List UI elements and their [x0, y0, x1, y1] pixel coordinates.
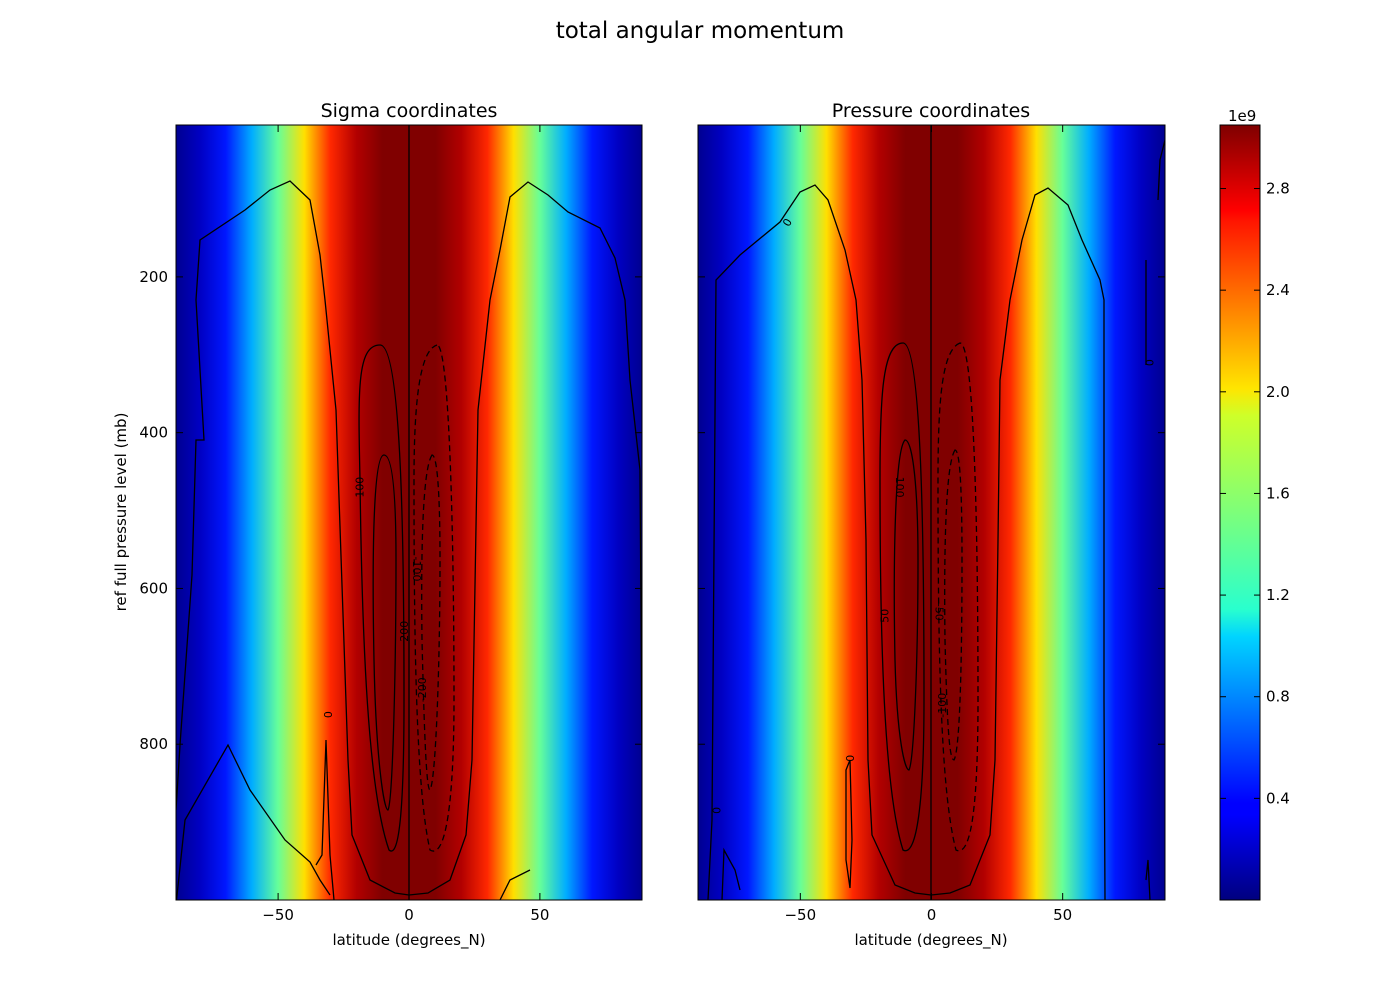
- contour-line: [176, 180, 410, 896]
- contour-label: 0: [710, 807, 723, 814]
- y-tick-label: 600: [139, 579, 168, 597]
- contour-label: 100: [353, 477, 366, 498]
- colorbar-tick-label: 0.8: [1266, 688, 1290, 706]
- x-tick-label: −50: [262, 906, 294, 924]
- contour-labels-sigma: 0 100 200 -100 -200: [321, 477, 429, 718]
- x-tick-label: 0: [927, 906, 937, 924]
- contour-line: [408, 181, 642, 896]
- contour-line: [944, 449, 963, 761]
- y-tick-label: 400: [139, 424, 168, 442]
- x-axis-label-sigma: latitude (degrees_N): [332, 931, 485, 950]
- figure-title: total angular momentum: [556, 18, 845, 44]
- contour-line: [845, 759, 853, 889]
- colorbar: 1e9 0.4 0.8 1.2 1.6 2.0 2.4 2.8: [1219, 107, 1290, 901]
- contour-label: -50: [932, 603, 945, 621]
- colorbar-tick-label: 2.0: [1266, 383, 1290, 401]
- colorbar-tick-label: 0.4: [1266, 789, 1290, 807]
- contour-line: [499, 869, 531, 900]
- contour-line: [315, 739, 335, 900]
- contour-label: -200: [416, 677, 429, 702]
- colorbar-tick-label: 1.6: [1266, 484, 1290, 502]
- contour-label: -100: [936, 693, 949, 718]
- contour-line: [879, 342, 925, 852]
- contour-line: [372, 454, 397, 811]
- colorbar-tick-label: 2.4: [1266, 281, 1290, 299]
- contour-line: [721, 847, 741, 900]
- contour-label: 100: [893, 477, 906, 498]
- contour-line: [358, 344, 405, 852]
- contour-label: 0: [844, 755, 857, 762]
- contour-label: -100: [410, 556, 423, 581]
- x-axis-label-pressure: latitude (degrees_N): [854, 931, 1007, 950]
- y-tick-label: 200: [139, 268, 168, 286]
- colorbar-offset-label: 1e9: [1228, 107, 1256, 125]
- y-ticks-sigma: 200 400 600 800: [139, 268, 642, 753]
- panel-sigma: Sigma coordinates −50 0 50 200 400 600 800 0 1…: [112, 100, 643, 950]
- x-tick-label: 50: [1053, 906, 1072, 924]
- contour-line: [937, 342, 979, 852]
- x-tick-label: −50: [784, 906, 816, 924]
- contour-line: [1145, 859, 1151, 900]
- y-tick-label: 800: [139, 735, 168, 753]
- contour-label: 0: [1143, 359, 1156, 366]
- colorbar-gradient: [1219, 124, 1261, 901]
- contours-pressure: [707, 125, 1165, 900]
- contour-line: [707, 184, 932, 900]
- x-ticks-sigma: −50 0 50: [262, 125, 549, 924]
- x-tick-label: 50: [530, 906, 549, 924]
- colorbar-ticks: 0.4 0.8 1.2 1.6 2.0 2.4 2.8: [1220, 180, 1290, 807]
- contour-line: [176, 743, 331, 900]
- contours-sigma: [176, 125, 642, 900]
- colorbar-tick-label: 2.8: [1266, 180, 1290, 198]
- panel-title-sigma: Sigma coordinates: [321, 100, 498, 122]
- x-tick-label: 0: [404, 906, 414, 924]
- contour-label: 50: [878, 609, 891, 623]
- contour-line: [1157, 139, 1165, 201]
- colorbar-tick-label: 1.2: [1266, 586, 1290, 604]
- y-axis-label: ref full pressure level (mb): [112, 413, 130, 612]
- panel-pressure: Pressure coordinates −50 0 50 0 100 50 -50 -10…: [697, 100, 1166, 950]
- contour-label: 200: [398, 621, 411, 642]
- contour-line: [413, 344, 455, 852]
- contour-line: [930, 187, 1106, 900]
- contour-line: [893, 439, 919, 771]
- x-ticks-pressure: −50 0 50: [784, 125, 1072, 924]
- contour-label: 0: [321, 711, 334, 718]
- panel-title-pressure: Pressure coordinates: [832, 100, 1030, 122]
